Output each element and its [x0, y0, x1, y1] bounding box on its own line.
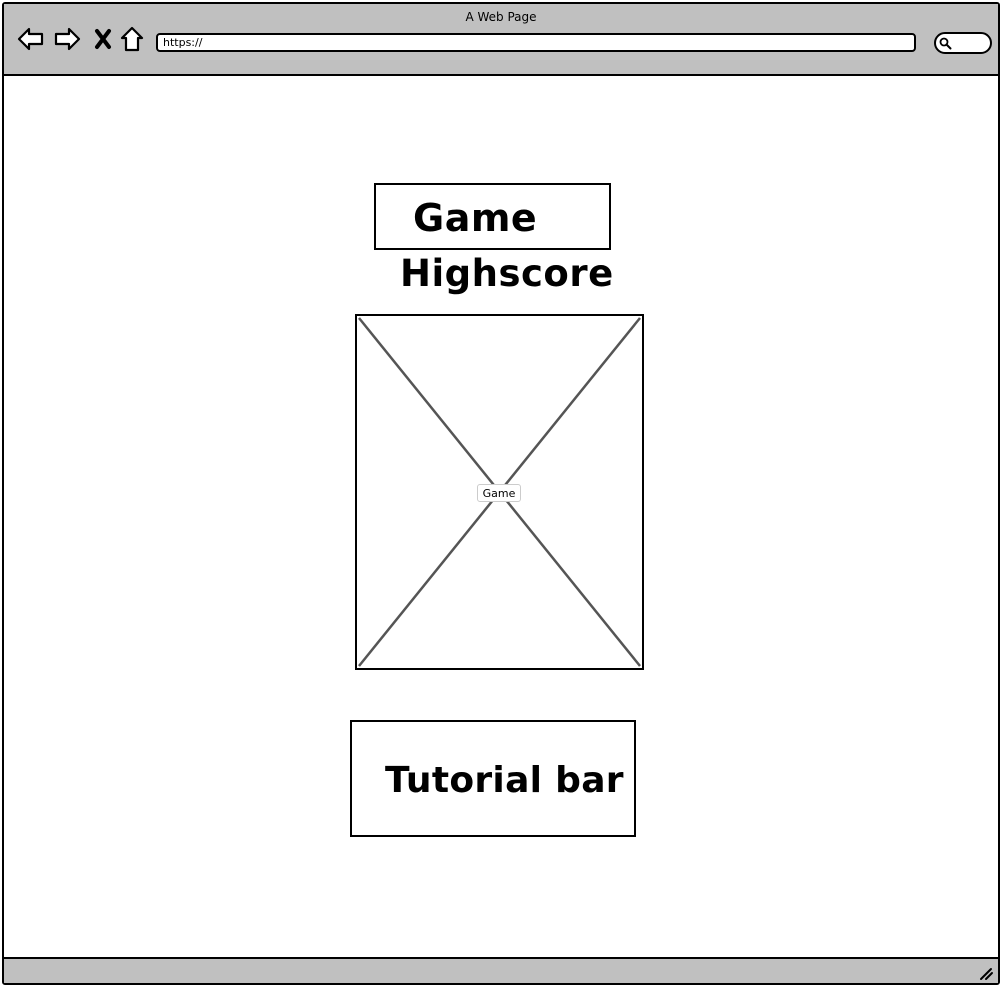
- game-title-text: Game: [413, 196, 538, 240]
- back-arrow-icon[interactable]: [16, 24, 46, 54]
- close-icon[interactable]: [88, 24, 118, 54]
- game-area-label: Game: [477, 484, 521, 502]
- tutorial-bar[interactable]: Tutorial bar: [350, 720, 636, 837]
- address-bar[interactable]: https://: [156, 33, 916, 52]
- game-image-placeholder[interactable]: Game: [355, 314, 644, 670]
- status-bar: [4, 957, 998, 983]
- window-title: A Web Page: [465, 10, 537, 24]
- home-icon[interactable]: [117, 24, 147, 54]
- resize-grip-icon[interactable]: [978, 965, 994, 981]
- forward-arrow-icon[interactable]: [52, 24, 82, 54]
- game-title-box[interactable]: Game: [374, 183, 611, 250]
- highscore-label: Highscore: [400, 252, 614, 295]
- tutorial-bar-label: Tutorial bar: [385, 760, 624, 801]
- search-box[interactable]: [934, 32, 992, 54]
- browser-titlebar: A Web Page https://: [4, 4, 998, 76]
- search-icon: [939, 37, 952, 50]
